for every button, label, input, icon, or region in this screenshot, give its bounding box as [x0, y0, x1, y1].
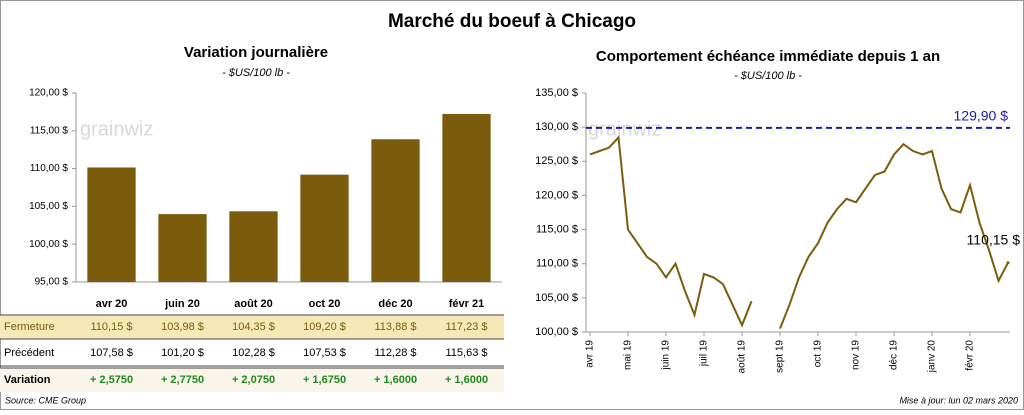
- row-label: Variation: [4, 374, 51, 386]
- table-cell: 112,28 $: [374, 347, 416, 359]
- row-label: Précédent: [4, 347, 54, 359]
- bar: [229, 211, 278, 282]
- right-title: Comportement échéance immédiate depuis 1…: [596, 48, 940, 65]
- x-tick-label: nov 19: [851, 340, 862, 370]
- x-tick-label: juin 19: [661, 340, 672, 371]
- reference-label: 129,90 $: [954, 108, 1009, 124]
- y-tick-label: 110,00 $: [536, 258, 578, 270]
- row-label: Fermeture: [4, 321, 55, 333]
- y-tick-label: 120,00 $: [535, 189, 578, 201]
- x-tick-label: juin 20: [164, 298, 200, 310]
- x-tick-label: janv 20: [927, 340, 938, 374]
- bar: [442, 113, 491, 283]
- left-subtitle: - $US/100 lb -: [222, 67, 290, 79]
- annotation: 110,15 $: [967, 231, 1021, 247]
- table-cell: + 1,6000: [445, 374, 488, 386]
- table-cell: + 1,6750: [303, 374, 346, 386]
- x-tick-label: mai 19: [623, 340, 634, 370]
- x-tick-label: avr 20: [96, 298, 128, 310]
- watermark: grainwiz: [80, 118, 153, 140]
- value-label: 109,20 $: [303, 321, 346, 333]
- y-tick-label: 105,00 $: [535, 292, 578, 304]
- x-tick-label: juil 19: [699, 340, 710, 368]
- y-tick-label: 115,00 $: [30, 125, 69, 136]
- y-tick-label: 120,00 $: [29, 88, 68, 99]
- source: Source: CME Group: [5, 395, 86, 405]
- right-subtitle: - $US/100 lb -: [734, 70, 802, 82]
- left-title: Variation journalière: [184, 44, 328, 61]
- value-label: 104,35 $: [232, 321, 275, 333]
- x-tick-label: déc 19: [889, 340, 900, 370]
- y-tick-label: 95,00 $: [35, 277, 69, 288]
- bar: [300, 174, 349, 282]
- x-tick-label: août 20: [234, 298, 273, 310]
- x-tick-label: déc 20: [378, 298, 412, 310]
- y-tick-label: 125,00 $: [535, 155, 578, 167]
- table-cell: + 2,7750: [161, 374, 204, 386]
- y-tick-label: 100,00 $: [535, 326, 578, 338]
- x-tick-label: août 19: [737, 340, 748, 374]
- x-tick-label: oct 20: [309, 298, 341, 310]
- annotation-point: [1006, 261, 1010, 265]
- bar: [87, 167, 136, 282]
- x-tick-label: févr 21: [449, 298, 484, 310]
- y-tick-label: 100,00 $: [29, 239, 68, 250]
- table-cell: 101,20 $: [161, 347, 204, 359]
- table-cell: 115,63 $: [445, 347, 487, 359]
- table-cell: 107,53 $: [303, 347, 346, 359]
- value-label: 103,98 $: [161, 321, 204, 333]
- x-tick-label: oct 19: [813, 340, 824, 368]
- x-tick-label: sept 19: [775, 340, 786, 373]
- table-cell: + 2,5750: [90, 374, 133, 386]
- y-tick-label: 110,00 $: [30, 163, 69, 174]
- x-tick-label: avr 19: [585, 340, 596, 368]
- y-tick-label: 105,00 $: [29, 201, 68, 212]
- table-cell: + 1,6000: [374, 374, 417, 386]
- value-label: 117,23 $: [445, 321, 487, 333]
- bar: [371, 139, 420, 282]
- price-line: [589, 135, 753, 328]
- value-label: 110,15 $: [90, 321, 132, 333]
- x-tick-label: févr 20: [965, 340, 976, 371]
- price-line: [779, 142, 1009, 329]
- watermark: grainwiz: [588, 118, 661, 140]
- y-tick-label: 115,00 $: [536, 223, 578, 235]
- table-cell: 107,58 $: [90, 347, 133, 359]
- updated: Mise à jour: lun 02 mars 2020: [899, 395, 1018, 405]
- y-tick-label: 135,00 $: [535, 87, 578, 99]
- table-cell: + 2,0750: [232, 374, 275, 386]
- value-label: 113,88 $: [374, 321, 416, 333]
- table-cell: 102,28 $: [232, 347, 275, 359]
- y-tick-label: 130,00 $: [535, 121, 578, 133]
- row-band: [0, 368, 504, 392]
- bar: [158, 214, 207, 282]
- main-title: Marché du boeuf à Chicago: [388, 11, 636, 32]
- row-band: [0, 315, 504, 339]
